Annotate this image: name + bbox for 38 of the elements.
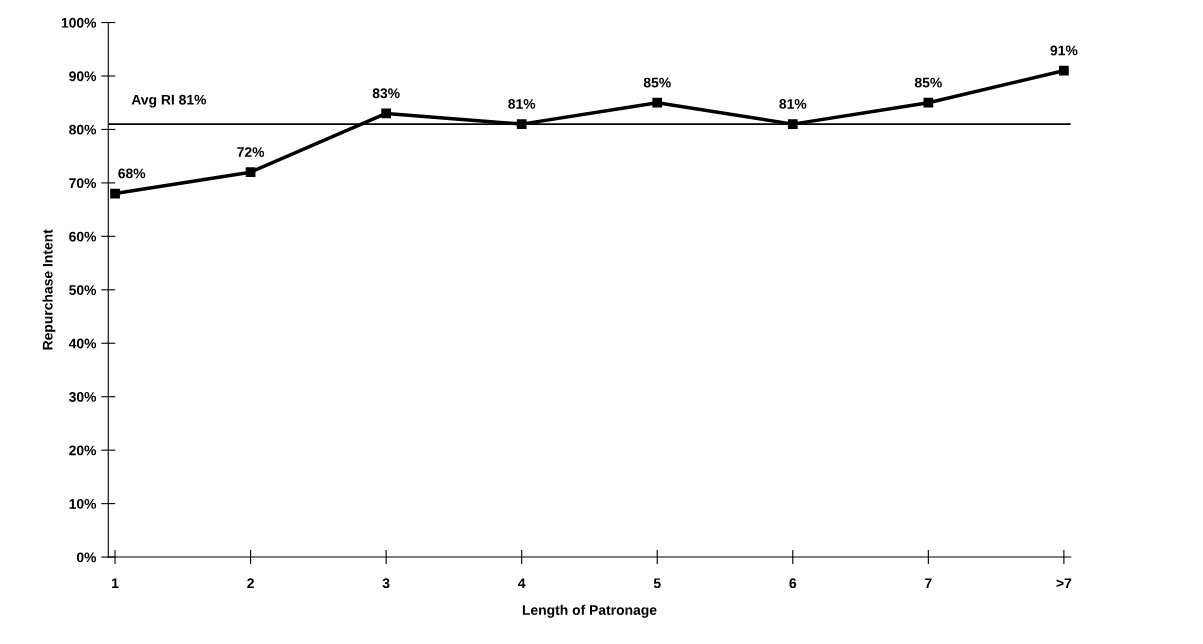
x-tick-label: 4 <box>518 578 526 588</box>
x-tick-label: 2 <box>247 578 254 588</box>
y-tick-label: 80% <box>69 124 97 135</box>
y-tick-label: 50% <box>69 285 97 295</box>
y-tick-label: 40% <box>68 338 97 349</box>
point <box>516 119 527 129</box>
data-label: 91% <box>1050 45 1078 56</box>
x-tick-label: 5 <box>653 578 661 589</box>
point <box>381 108 392 119</box>
x-tick-label: >7 <box>1056 578 1072 588</box>
y-tick-label: 100% <box>61 17 97 28</box>
y-tick-label: 10% <box>69 498 97 509</box>
x-tick-label: 7 <box>925 578 932 588</box>
y-tick-label: 0% <box>76 552 97 563</box>
y-tick-label: 70% <box>69 178 97 189</box>
x-axis-title: Length of Patronage <box>522 604 657 618</box>
y-tick-label: 20% <box>69 445 97 456</box>
y-tick-label: 90% <box>69 71 97 82</box>
y-axis-title: Repurchase Intent <box>42 229 56 350</box>
y-tick-label: 60% <box>69 231 97 242</box>
data-label: 85% <box>914 77 942 88</box>
data-label: 81% <box>508 99 536 109</box>
point <box>245 167 256 178</box>
point <box>110 188 120 199</box>
point <box>787 119 798 129</box>
data-label: 68% <box>118 168 146 179</box>
x-tick-label: 6 <box>789 578 797 589</box>
data-label: 83% <box>372 88 400 99</box>
data-label: 85% <box>643 77 671 88</box>
point <box>923 97 934 108</box>
ref-line-label: Avg RI 81% <box>131 94 207 108</box>
data-label: 81% <box>779 99 807 109</box>
point <box>1059 65 1069 76</box>
x-tick-label: 1 <box>112 578 119 588</box>
x-tick-label: 3 <box>382 578 390 589</box>
data-label: 72% <box>237 147 265 157</box>
point <box>652 97 663 108</box>
y-tick-label: 30% <box>68 392 97 402</box>
